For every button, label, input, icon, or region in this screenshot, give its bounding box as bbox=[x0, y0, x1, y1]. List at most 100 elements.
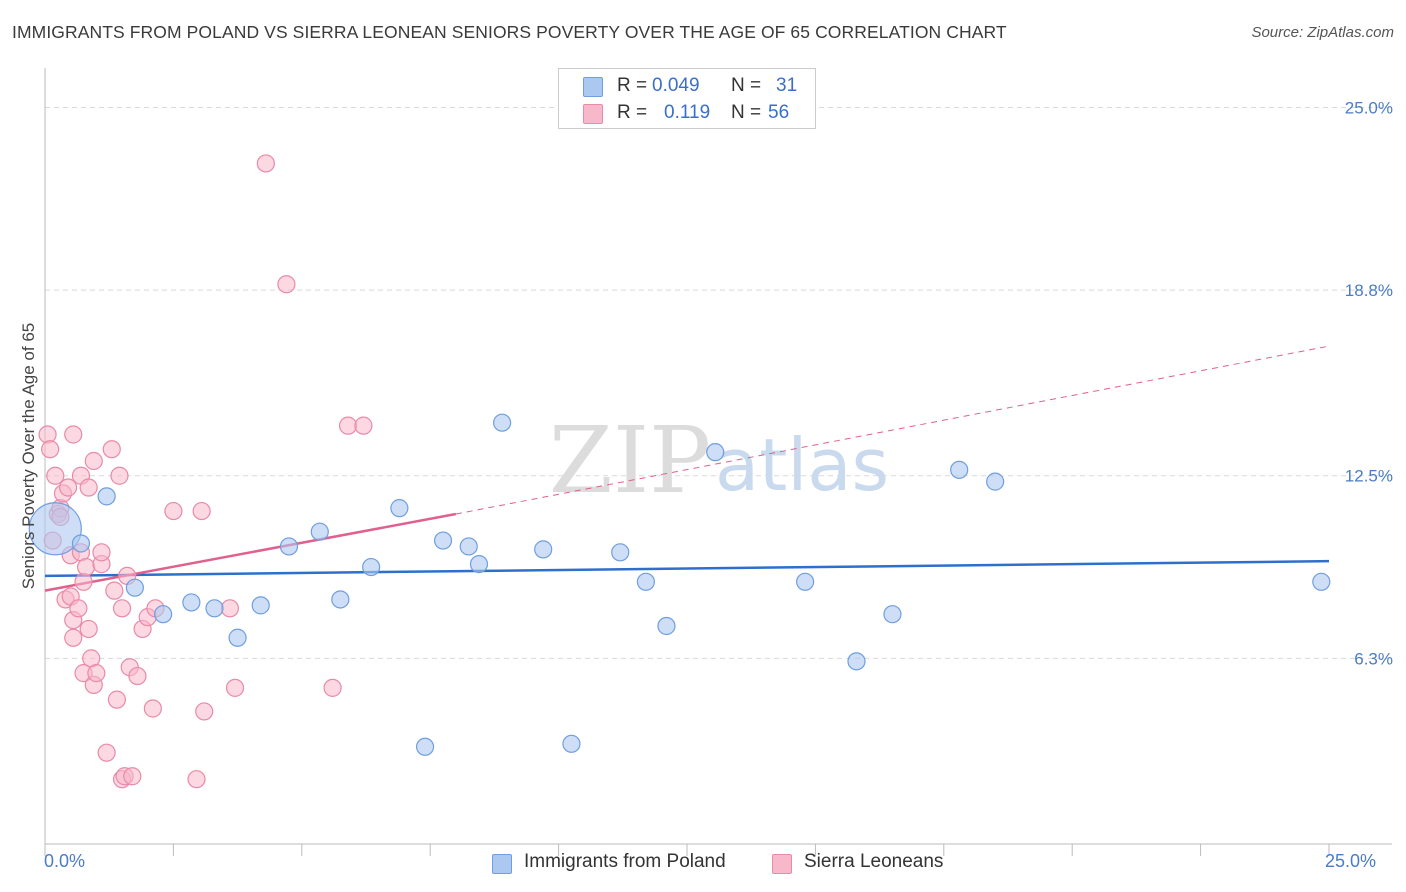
point-sierra-leoneans bbox=[112, 599, 132, 618]
point-immigrants-from-poland bbox=[534, 540, 553, 559]
point-sierra-leoneans bbox=[277, 275, 296, 294]
point-sierra-leoneans bbox=[123, 767, 142, 786]
point-immigrants-from-poland bbox=[493, 413, 512, 432]
point-immigrants-from-poland bbox=[228, 628, 247, 647]
gridlines bbox=[45, 106, 1392, 659]
trend-lines bbox=[44, 345, 1330, 592]
point-immigrants-from-poland bbox=[362, 557, 381, 577]
point-sierra-leoneans bbox=[187, 770, 206, 789]
point-sierra-leoneans bbox=[38, 425, 57, 444]
point-immigrants-from-poland bbox=[1312, 572, 1331, 591]
point-sierra-leoneans bbox=[74, 572, 93, 591]
point-immigrants-from-poland bbox=[331, 590, 350, 609]
point-sierra-leoneans bbox=[69, 599, 88, 618]
point-immigrants-from-poland bbox=[125, 578, 144, 597]
legend-n-label: N = bbox=[731, 102, 762, 123]
point-immigrants-from-poland bbox=[657, 616, 676, 636]
point-sierra-leoneans bbox=[97, 743, 116, 762]
point-immigrants-from-poland bbox=[415, 737, 435, 756]
point-sierra-leoneans bbox=[64, 628, 83, 647]
chart-title: IMMIGRANTS FROM POLAND VS SIERRA LEONEAN… bbox=[12, 22, 1007, 42]
bottom-legend-label-poland: Immigrants from Poland bbox=[524, 851, 726, 872]
point-sierra-leoneans bbox=[79, 619, 98, 639]
point-immigrants-from-poland bbox=[390, 499, 409, 518]
legend: R = 0.049 N = 31 R = 0.119 N = 56 bbox=[558, 68, 816, 129]
y-axis-label: Seniors Poverty Over the Age of 65 bbox=[19, 323, 38, 589]
point-sierra-leoneans bbox=[354, 416, 373, 435]
point-immigrants-from-poland bbox=[97, 487, 116, 506]
point-sierra-leoneans bbox=[323, 678, 342, 697]
point-sierra-leoneans bbox=[76, 557, 96, 577]
watermark: ZIP atlas bbox=[549, 407, 889, 514]
point-sierra-leoneans bbox=[338, 416, 358, 435]
point-sierra-leoneans bbox=[143, 699, 162, 718]
point-immigrants-from-poland bbox=[251, 596, 270, 615]
point-immigrants-from-poland bbox=[310, 522, 329, 541]
bottom-legend-swatch-poland bbox=[492, 854, 512, 874]
point-immigrants-from-poland bbox=[796, 572, 815, 591]
point-immigrants-from-poland bbox=[706, 443, 725, 462]
source-label: Source: ZipAtlas.com bbox=[1251, 24, 1394, 41]
point-sierra-leoneans bbox=[164, 501, 183, 521]
trend-line-poland bbox=[44, 559, 1330, 578]
legend-r-value: 0.049 bbox=[652, 75, 700, 96]
legend-r-label: R = bbox=[617, 102, 648, 123]
point-sierra-leoneans bbox=[192, 501, 211, 521]
legend-swatch-poland bbox=[583, 77, 603, 97]
point-sierra-leoneans bbox=[128, 666, 147, 686]
y-tick-label: 18.8% bbox=[1345, 281, 1393, 300]
point-immigrants-from-poland bbox=[71, 534, 91, 553]
watermark-zip: ZIP bbox=[549, 407, 711, 514]
point-immigrants-from-poland bbox=[562, 734, 581, 753]
point-immigrants-from-poland bbox=[950, 460, 969, 479]
trend-line-sierra bbox=[44, 512, 457, 592]
point-immigrants-from-poland bbox=[459, 537, 478, 556]
legend-n-label: N = bbox=[731, 75, 762, 96]
point-sierra-leoneans bbox=[87, 664, 106, 683]
point-sierra-leoneans bbox=[105, 581, 124, 600]
point-immigrants-from-poland bbox=[469, 555, 489, 574]
point-sierra-leoneans bbox=[256, 154, 275, 173]
point-immigrants-from-poland bbox=[636, 572, 656, 591]
point-immigrants-from-poland bbox=[182, 593, 201, 612]
x-tick-label-min: 0.0% bbox=[44, 851, 86, 871]
point-immigrants-from-poland bbox=[611, 543, 630, 562]
point-sierra-leoneans bbox=[220, 599, 239, 618]
watermark-atlas: atlas bbox=[715, 423, 889, 507]
y-tick-labels: 6.3% 12.5% 18.8% 25.0% bbox=[1345, 98, 1393, 668]
bottom-legend-swatch-sierra bbox=[772, 854, 792, 874]
point-sierra-leoneans bbox=[92, 543, 111, 562]
point-sierra-leoneans bbox=[46, 466, 65, 485]
point-immigrants-from-poland bbox=[205, 599, 224, 618]
point-sierra-leoneans bbox=[41, 440, 60, 459]
point-immigrants-from-poland bbox=[279, 537, 299, 556]
y-tick-label: 25.0% bbox=[1345, 98, 1393, 117]
y-tick-label: 6.3% bbox=[1354, 649, 1393, 668]
data-points bbox=[28, 154, 1331, 789]
point-immigrants-from-poland bbox=[28, 502, 82, 556]
point-sierra-leoneans bbox=[102, 440, 121, 459]
point-immigrants-from-poland bbox=[883, 605, 902, 624]
point-immigrants-from-poland bbox=[154, 605, 173, 624]
point-sierra-leoneans bbox=[84, 451, 103, 471]
legend-r-label: R = bbox=[617, 75, 648, 96]
legend-n-value: 56 bbox=[768, 102, 790, 123]
legend-swatch-sierra bbox=[583, 104, 603, 124]
point-sierra-leoneans bbox=[225, 678, 245, 697]
bottom-legend-label-sierra: Sierra Leoneans bbox=[804, 851, 944, 872]
point-immigrants-from-poland bbox=[986, 472, 1005, 491]
point-sierra-leoneans bbox=[59, 478, 78, 497]
legend-n-value: 31 bbox=[776, 75, 798, 96]
point-immigrants-from-poland bbox=[433, 531, 453, 550]
trend-line-sierra-dashed bbox=[455, 345, 1330, 515]
y-tick-label: 12.5% bbox=[1345, 467, 1393, 486]
point-sierra-leoneans bbox=[107, 690, 127, 709]
point-sierra-leoneans bbox=[79, 478, 98, 497]
point-immigrants-from-poland bbox=[847, 652, 866, 671]
x-tick-label-max: 25.0% bbox=[1325, 851, 1377, 871]
point-sierra-leoneans bbox=[64, 425, 83, 444]
legend-r-value: 0.119 bbox=[664, 102, 711, 123]
point-sierra-leoneans bbox=[110, 466, 129, 485]
point-sierra-leoneans bbox=[195, 702, 214, 721]
